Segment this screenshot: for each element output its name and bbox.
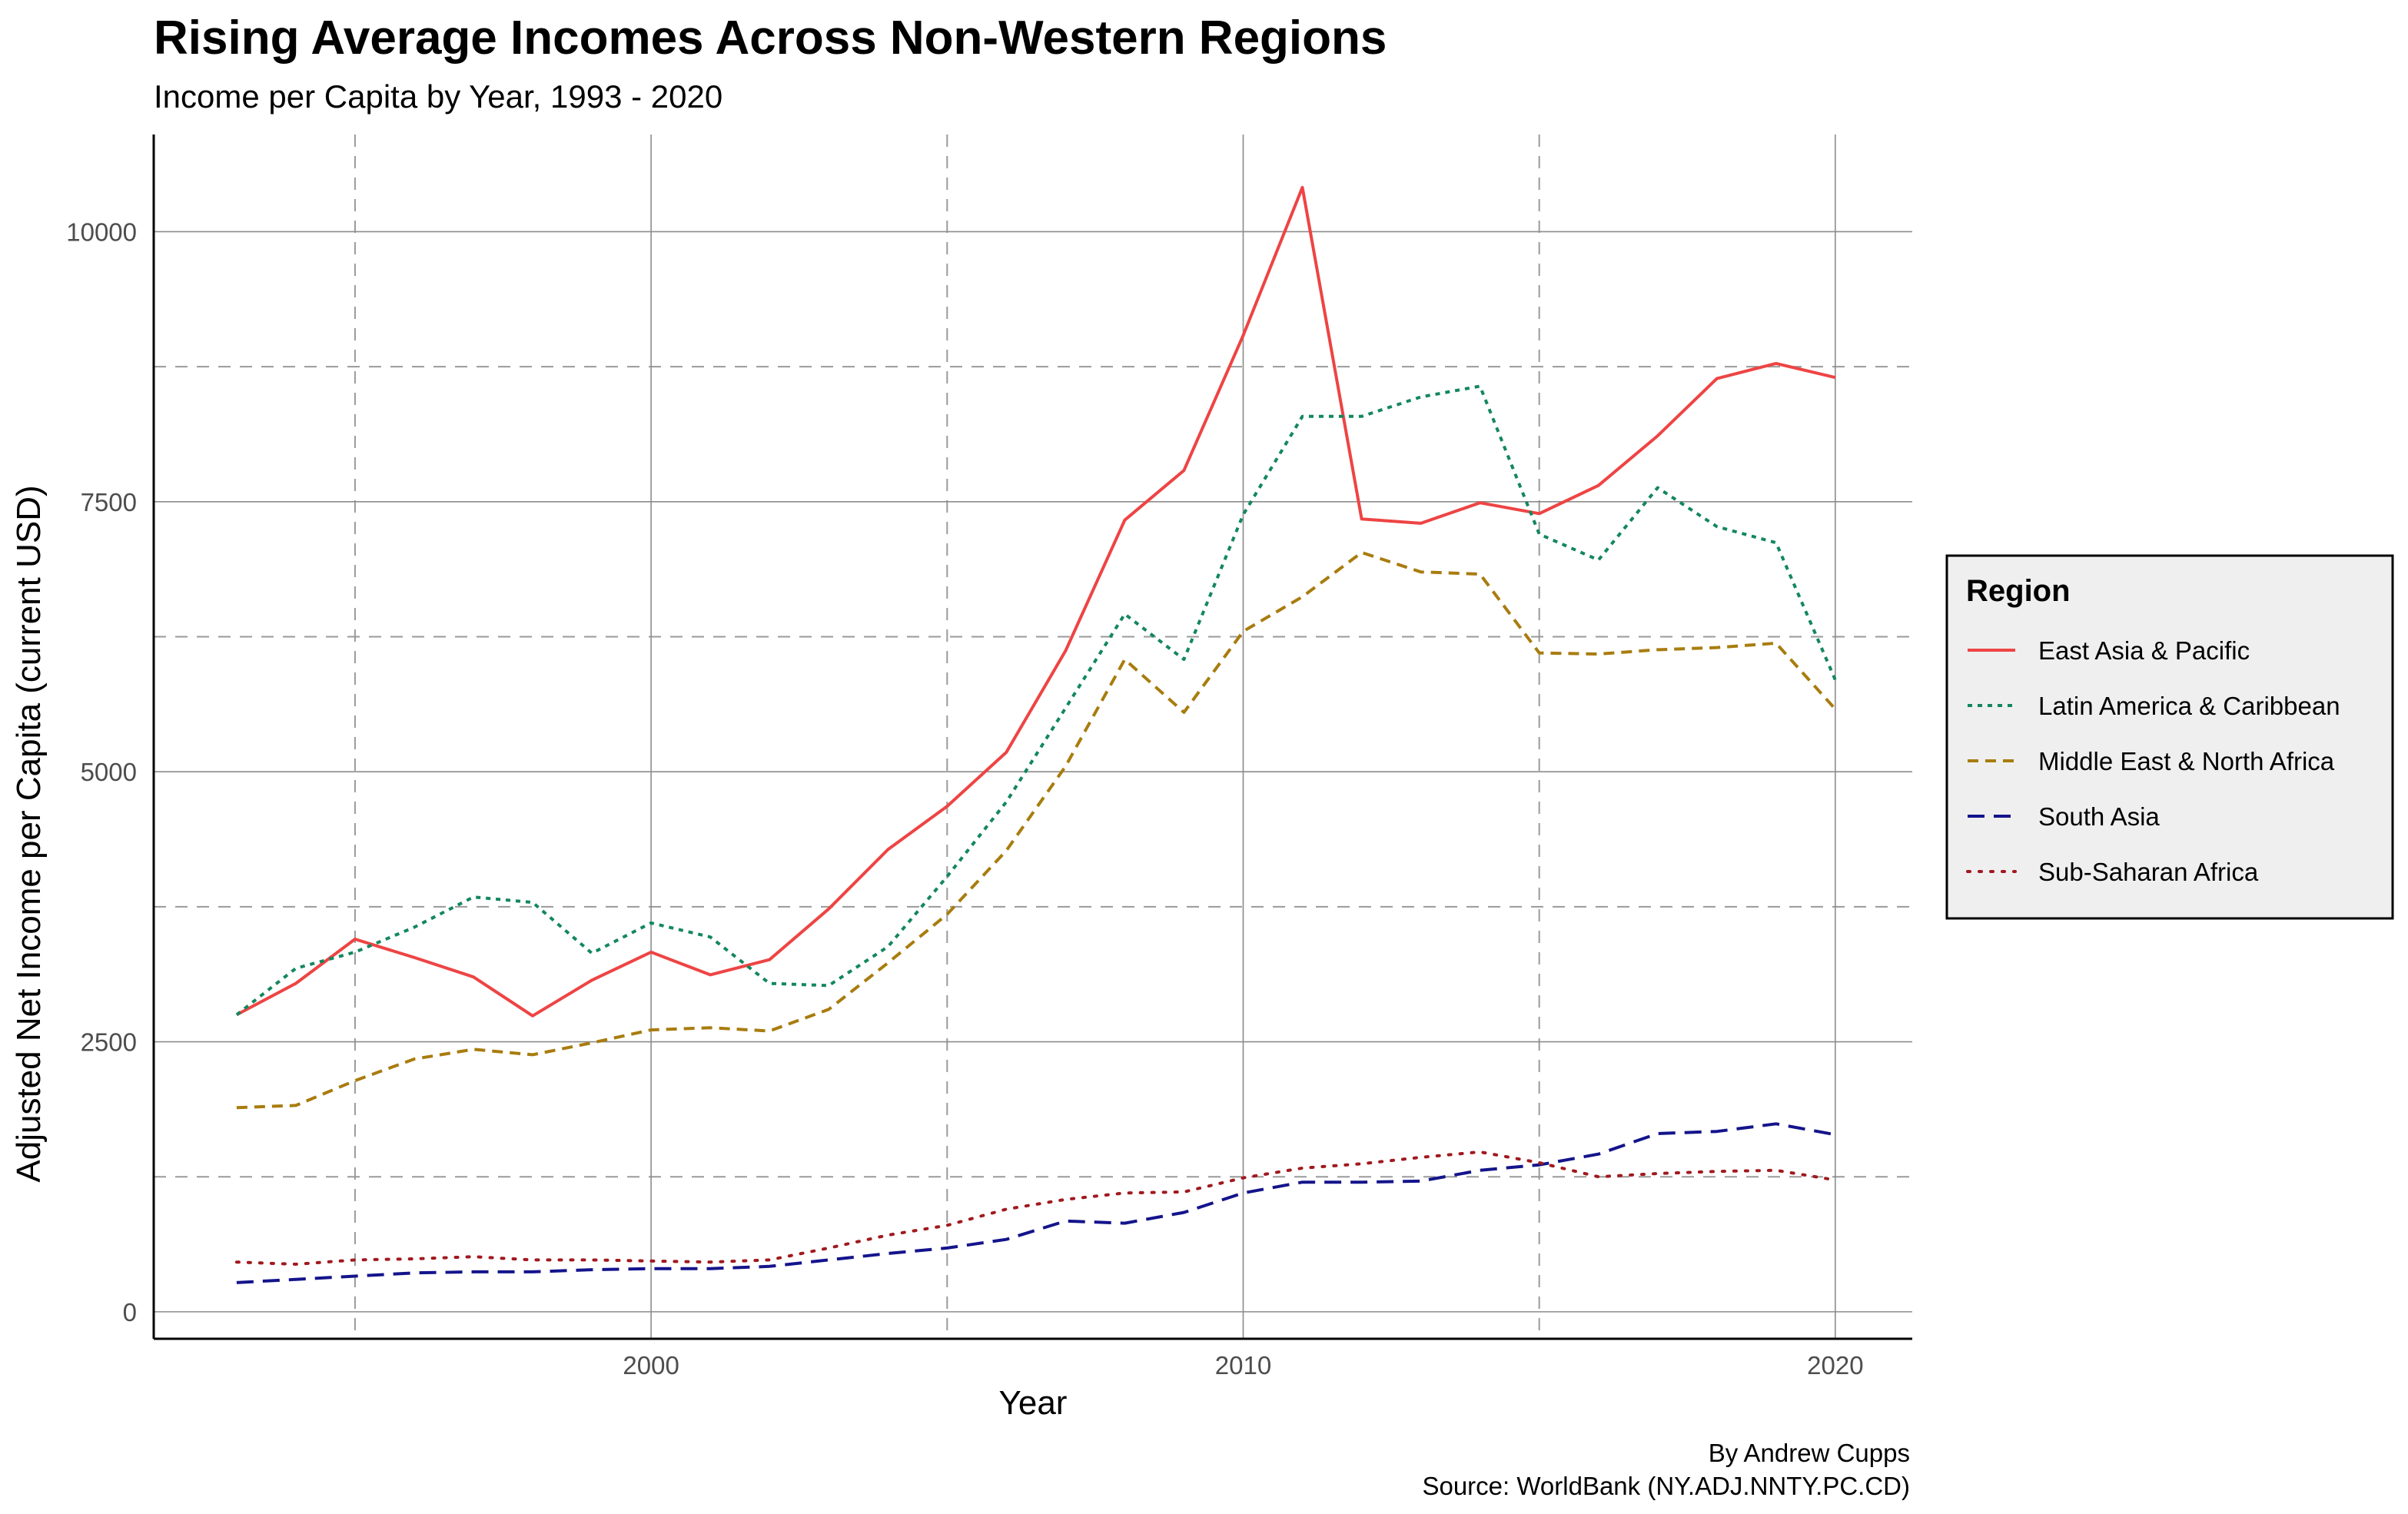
x-tick-label: 2000 — [623, 1351, 679, 1380]
tick-labels: 2000 2010 2020 0 2500 5000 7500 10000 — [66, 217, 1863, 1380]
legend-label: Latin America & Caribbean — [2038, 692, 2340, 720]
x-axis-title: Year — [999, 1384, 1068, 1422]
legend-label: East Asia & Pacific — [2038, 636, 2250, 665]
series-line — [235, 384, 1837, 1016]
legend: Region East Asia & Pacific Latin America … — [1945, 554, 2394, 920]
legend-label: South Asia — [2038, 802, 2160, 831]
y-tick-label: 5000 — [81, 758, 137, 786]
series-line — [236, 1122, 1836, 1284]
series-line — [236, 550, 1837, 1110]
x-tick-label: 2010 — [1215, 1351, 1271, 1380]
series-line — [235, 185, 1836, 1018]
chart-title: Rising Average Incomes Across Non-Wester… — [154, 12, 1387, 65]
y-tick-label: 10000 — [66, 217, 137, 246]
x-tick-label: 2020 — [1807, 1351, 1863, 1380]
series-line — [234, 1150, 1837, 1266]
caption-source: Source: WorldBank (NY.ADJ.NNTY.PC.CD) — [1422, 1472, 1910, 1500]
grid — [154, 134, 1912, 1339]
y-tick-label: 7500 — [81, 488, 137, 516]
legend-label: Sub-Saharan Africa — [2038, 858, 2259, 886]
axes — [152, 134, 1912, 1340]
y-tick-label: 2500 — [81, 1028, 137, 1057]
legend-box — [1945, 554, 2394, 920]
y-axis-title: Adjusted Net Income per Capita (current … — [10, 485, 48, 1182]
legend-label: Middle East & North Africa — [2038, 747, 2335, 775]
chart-subtitle: Income per Capita by Year, 1993 - 2020 — [154, 78, 722, 115]
caption-author: By Andrew Cupps — [1709, 1439, 1910, 1467]
legend-title: Region — [1966, 574, 2071, 608]
y-tick-label: 0 — [123, 1298, 137, 1326]
series-lines — [234, 185, 1837, 1284]
